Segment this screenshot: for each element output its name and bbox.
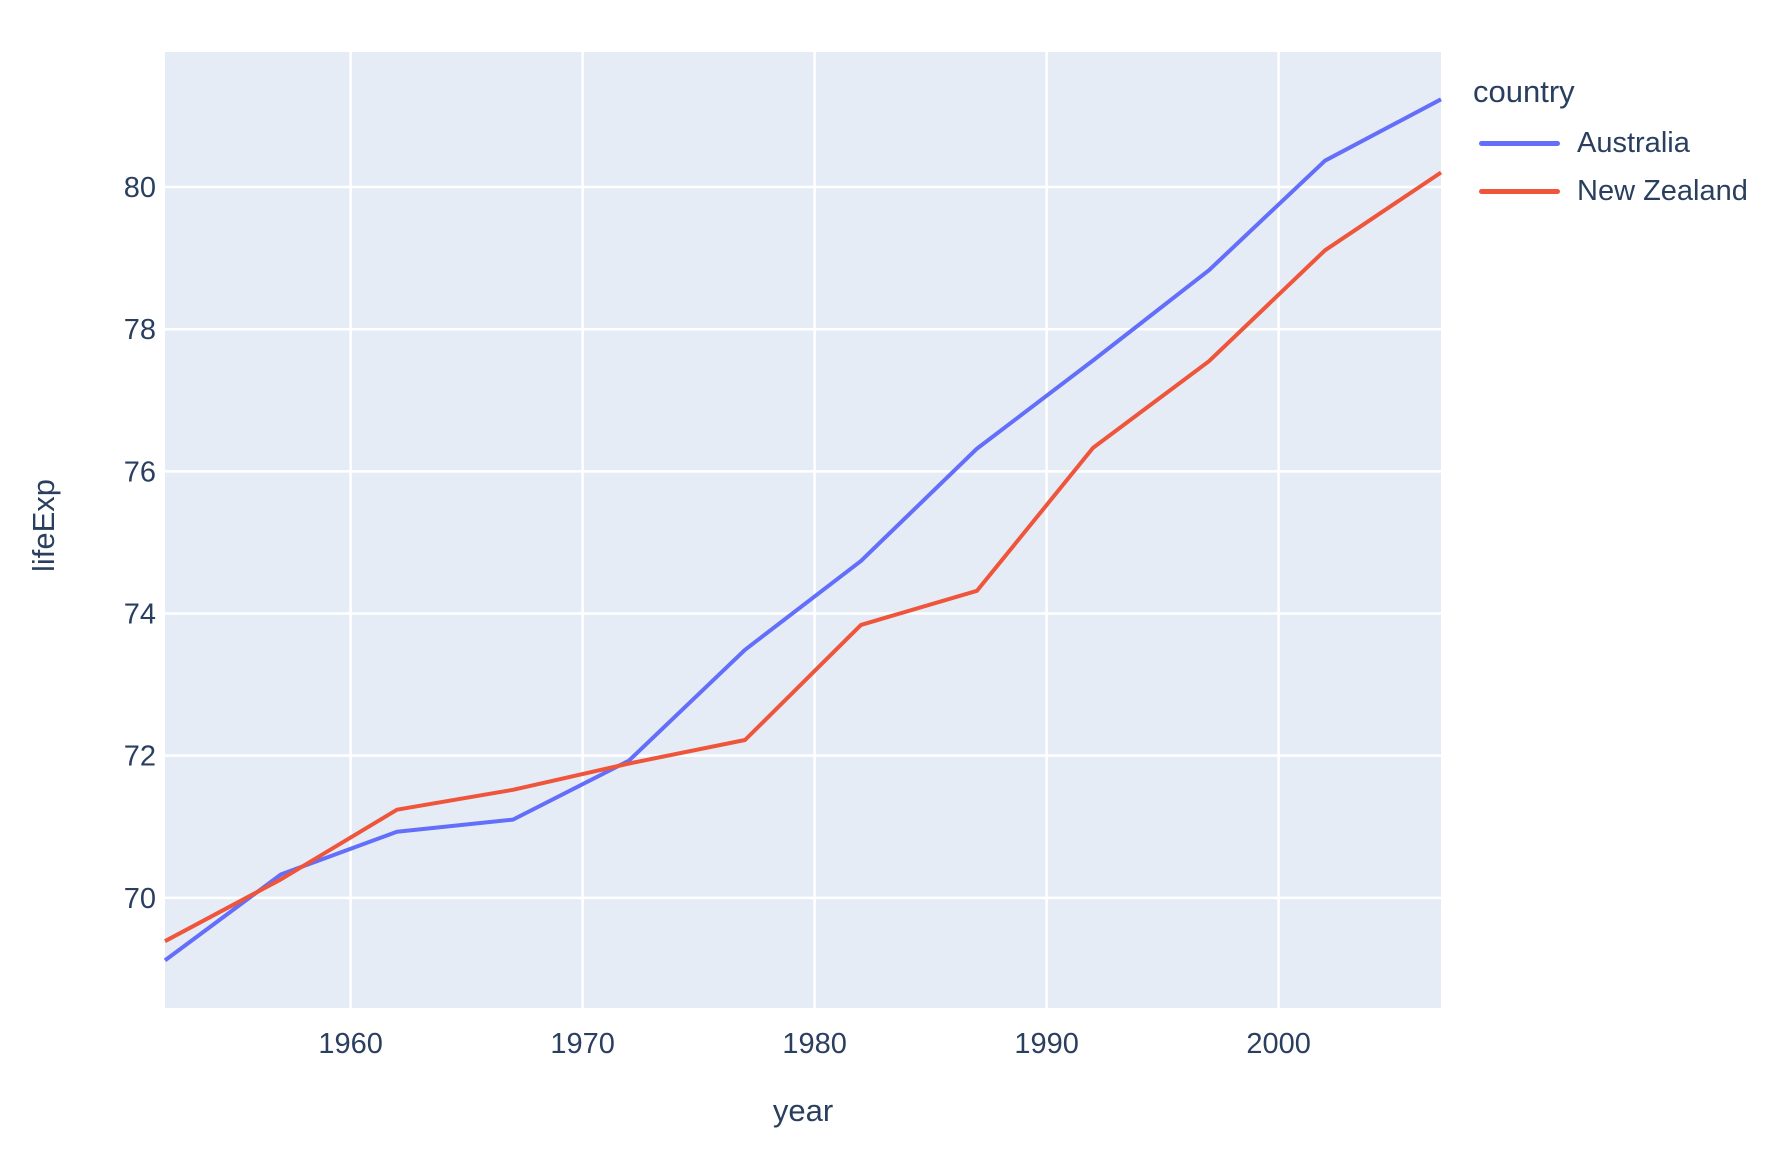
y-axis-title: lifeExp [26, 479, 61, 573]
x-axis-title: year [772, 1093, 834, 1128]
legend-item-label: Australia [1577, 126, 1690, 159]
plot-area[interactable] [165, 52, 1441, 1008]
series-line-australia[interactable] [163, 97, 1442, 963]
x-tick-label-1970: 1970 [550, 1028, 615, 1060]
legend-item-label: New Zealand [1577, 174, 1748, 207]
legend-swatch-icon [1479, 140, 1560, 146]
x-tick-label-1990: 1990 [1014, 1028, 1079, 1060]
y-tick-label-78: 78 [124, 314, 156, 346]
legend: country Australia New Zealand [1473, 73, 1748, 215]
legend-title: country [1473, 74, 1575, 109]
x-tick-label-1960: 1960 [318, 1028, 383, 1060]
y-tick-label-70: 70 [124, 883, 156, 915]
y-tick-label-80: 80 [124, 172, 156, 204]
y-tick-label-72: 72 [124, 741, 156, 773]
y-tick-label-76: 76 [124, 456, 156, 488]
x-tick-label-2000: 2000 [1246, 1028, 1311, 1060]
y-tick-label-74: 74 [124, 599, 156, 631]
legend-item-australia[interactable]: Australia [1479, 119, 1748, 167]
x-tick-label-1980: 1980 [782, 1028, 847, 1060]
legend-item-new-zealand[interactable]: New Zealand [1479, 167, 1748, 215]
series-line-new-zealand[interactable] [164, 170, 1443, 943]
legend-items: Australia New Zealand [1473, 119, 1748, 215]
legend-swatch-icon [1479, 188, 1560, 194]
